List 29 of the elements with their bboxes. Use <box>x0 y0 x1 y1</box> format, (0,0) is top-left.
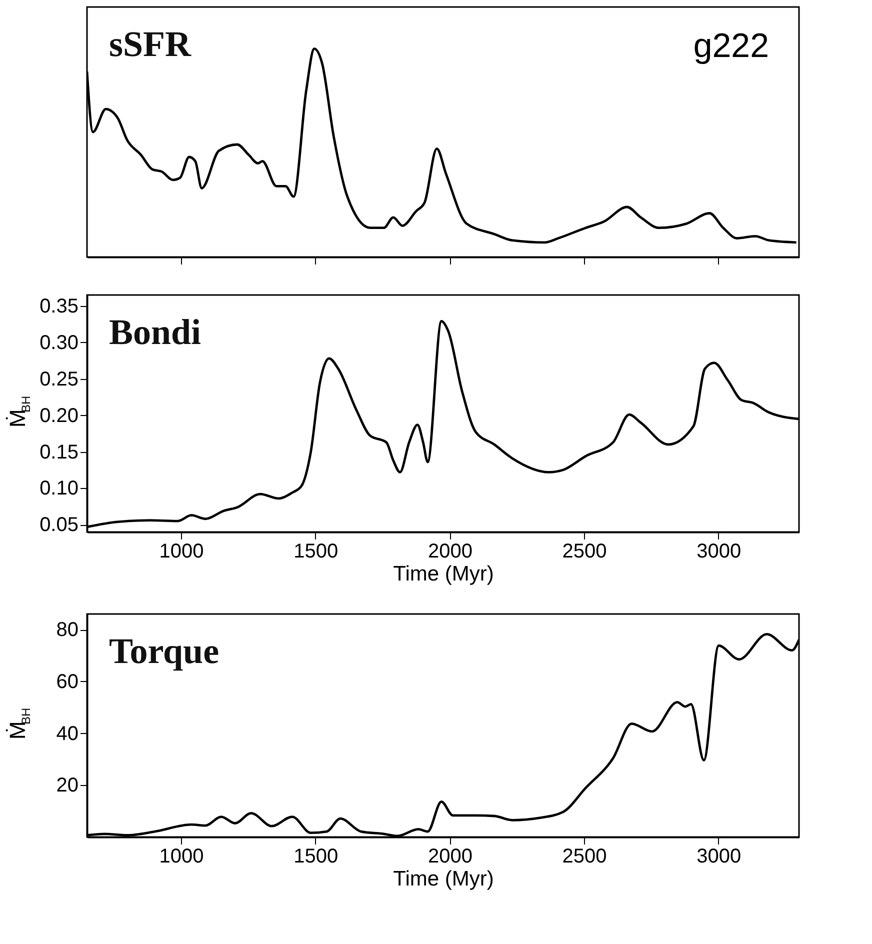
x-tick-label: 1500 <box>294 540 338 562</box>
annotation: Torque <box>109 631 220 671</box>
x-tick-label: 1500 <box>294 846 338 868</box>
x-tick-label: 3000 <box>696 540 742 562</box>
annotation: g222 <box>693 27 769 65</box>
y-tick-label: 60 <box>56 670 78 693</box>
y-tick-label: 0.20 <box>40 404 78 427</box>
x-axis-title: Time (Myr) <box>393 562 494 586</box>
y-tick-label: 0.05 <box>40 514 78 536</box>
y-tick-label: 0.10 <box>40 478 78 500</box>
annotation: Bondi <box>109 312 202 352</box>
x-tick-label: 2500 <box>562 846 607 868</box>
y-tick-label: 20 <box>56 774 78 797</box>
x-tick-label: 2500 <box>562 540 607 562</box>
x-tick-label: 2000 <box>428 846 472 868</box>
x-tick-label: 1000 <box>159 846 204 868</box>
y-axis-title: ṀBH <box>5 708 33 740</box>
x-tick-label: 3000 <box>696 846 742 868</box>
y-tick-label: 0.30 <box>40 332 78 354</box>
y-tick-label: 0.25 <box>40 368 78 390</box>
x-axis-title: Time (Myr) <box>393 868 494 890</box>
y-tick-label: 40 <box>56 722 78 745</box>
x-tick-label: 1000 <box>159 540 204 562</box>
y-tick-label: 0.35 <box>40 295 78 318</box>
y-tick-label: 80 <box>56 619 78 642</box>
y-axis-title: ṀBH <box>5 396 33 428</box>
y-tick-label: 0.15 <box>40 441 78 464</box>
x-tick-label: 2000 <box>428 540 472 562</box>
annotation: sSFR <box>109 24 192 64</box>
